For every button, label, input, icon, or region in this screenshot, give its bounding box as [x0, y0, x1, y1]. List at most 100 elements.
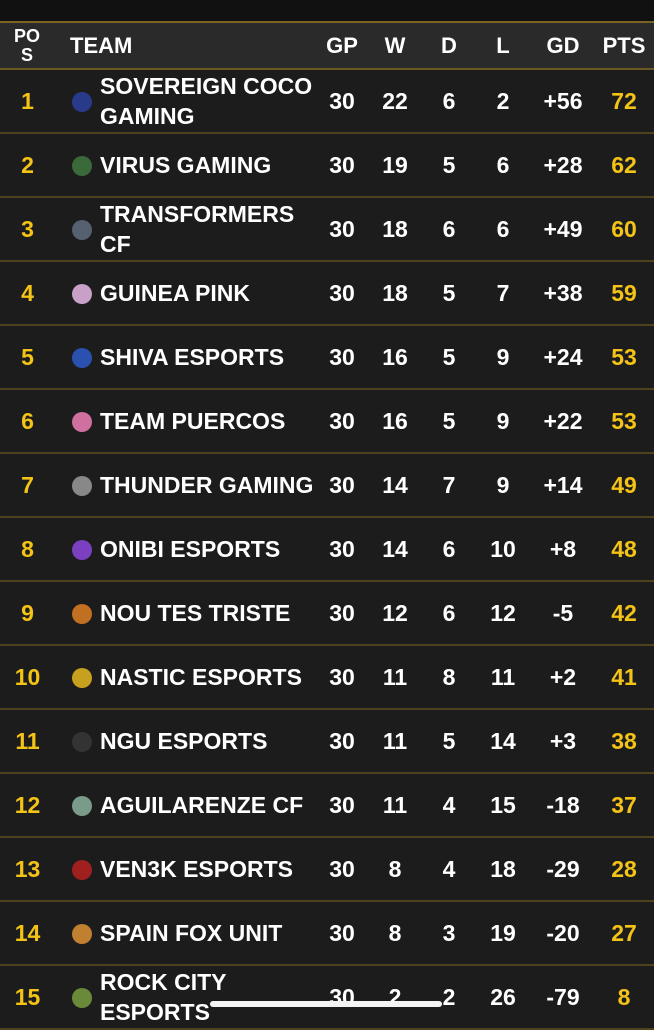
- gd-cell: +14: [543, 471, 583, 498]
- gd-cell: +8: [549, 535, 577, 562]
- d-cell: 2: [442, 983, 456, 1010]
- d-cell: 4: [442, 791, 456, 818]
- pts-cell: 62: [611, 151, 637, 178]
- l-cell: 15: [490, 791, 516, 818]
- gd-cell: +28: [543, 151, 583, 178]
- column-header: TEAM: [70, 32, 133, 58]
- l-cell: 7: [496, 279, 510, 306]
- pos-cell: 9: [21, 599, 34, 626]
- team-cell: GUINEA PINK: [100, 280, 250, 306]
- status-bar: [0, 0, 654, 23]
- d-cell: 7: [442, 471, 456, 498]
- w-cell: 8: [388, 855, 402, 882]
- pos-cell: 5: [21, 343, 34, 370]
- pts-cell: 28: [611, 855, 637, 882]
- l-cell: 6: [496, 151, 510, 178]
- w-cell: 22: [382, 87, 408, 114]
- l-cell: 10: [490, 535, 516, 562]
- team-row: 8 ONIBI ESPORTS 30 14 6 10 +8 48: [0, 518, 654, 582]
- team-cell: ONIBI ESPORTS: [100, 536, 281, 562]
- pts-cell: 42: [611, 599, 637, 626]
- l-cell: 9: [496, 343, 510, 370]
- team-row: 3 TRANSFORMERS CF 30 18 6 6 +49 60: [0, 198, 654, 262]
- pos-cell: 14: [14, 919, 41, 946]
- pos-cell: 4: [21, 279, 34, 306]
- gp-cell: 30: [329, 407, 355, 434]
- d-cell: 4: [442, 855, 456, 882]
- d-cell: 6: [442, 87, 456, 114]
- team-cell: TRANSFORMERS CF: [100, 201, 295, 257]
- team-row: 1 SOVEREIGN COCO GAMING 30 22 6 2 +56 72: [0, 70, 654, 134]
- gd-cell: -29: [546, 855, 580, 882]
- d-cell: 8: [442, 663, 456, 690]
- pos-cell: 11: [15, 727, 40, 754]
- d-cell: 5: [442, 407, 456, 434]
- gp-cell: 30: [329, 727, 355, 754]
- team-row: 5 SHIVA ESPORTS 30 16 5 9 +24 53: [0, 326, 654, 390]
- gp-cell: 30: [329, 919, 355, 946]
- gd-cell: +49: [543, 215, 583, 242]
- team-row: 10 NASTIC ESPORTS 30 11 8 11 +2 41: [0, 646, 654, 710]
- team-row: 4 GUINEA PINK 30 18 5 7 +38 59: [0, 262, 654, 326]
- gp-cell: 30: [329, 279, 355, 306]
- team-row: 15 ROCK CITY ESPORTS 30 2 2 26 -79 8: [0, 966, 654, 1030]
- d-cell: 6: [442, 599, 456, 626]
- column-header: L: [496, 32, 510, 58]
- l-cell: 14: [490, 727, 516, 754]
- team-row: 12 AGUILARENZE CF 30 11 4 15 -18 37: [0, 774, 654, 838]
- pos-cell: 1: [21, 87, 34, 114]
- team-logo: [72, 348, 92, 368]
- team-cell: VIRUS GAMING: [100, 152, 272, 178]
- team-row: 6 TEAM PUERCOS 30 16 5 9 +22 53: [0, 390, 654, 454]
- team-cell: VEN3K ESPORTS: [100, 856, 293, 882]
- w-cell: 19: [382, 151, 408, 178]
- l-cell: 19: [490, 919, 516, 946]
- team-cell: AGUILARENZE CF: [100, 792, 304, 818]
- pos-cell: 10: [14, 663, 41, 690]
- team-logo: [72, 604, 92, 624]
- gd-cell: +56: [543, 87, 583, 114]
- w-cell: 11: [382, 663, 408, 690]
- team-logo: [72, 860, 92, 880]
- pos-cell: 2: [21, 151, 34, 178]
- team-cell: SPAIN FOX UNIT: [100, 920, 283, 946]
- team-logo: [72, 988, 92, 1008]
- gp-cell: 30: [329, 215, 355, 242]
- l-cell: 9: [496, 407, 510, 434]
- team-logo: [72, 412, 92, 432]
- gp-cell: 30: [329, 151, 355, 178]
- team-cell: NGU ESPORTS: [100, 728, 268, 754]
- column-header: GD: [546, 32, 580, 58]
- w-cell: 18: [382, 279, 408, 306]
- team-row: 13 VEN3K ESPORTS 30 8 4 18 -29 28: [0, 838, 654, 902]
- pos-cell: 7: [21, 471, 34, 498]
- team-logo: [72, 476, 92, 496]
- gp-cell: 30: [329, 87, 355, 114]
- team-logo: [72, 924, 92, 944]
- pos-cell: 13: [14, 855, 41, 882]
- team-cell: TEAM PUERCOS: [100, 408, 286, 434]
- l-cell: 26: [490, 983, 516, 1010]
- standings-table: POS TEAM GP W D L GD PTS 1 SOVEREIGN COCO GAMING 3…: [0, 23, 654, 1030]
- l-cell: 18: [490, 855, 516, 882]
- gp-cell: 30: [329, 663, 355, 690]
- d-cell: 5: [442, 151, 456, 178]
- team-row: 2 VIRUS GAMING 30 19 5 6 +28 62: [0, 134, 654, 198]
- l-cell: 2: [496, 87, 510, 114]
- team-logo: [72, 668, 92, 688]
- column-header: PTS: [602, 32, 646, 58]
- team-cell: SOVEREIGN COCO GAMING: [100, 73, 313, 129]
- w-cell: 14: [382, 471, 408, 498]
- l-cell: 12: [490, 599, 516, 626]
- w-cell: 8: [388, 919, 402, 946]
- w-cell: 14: [382, 535, 408, 562]
- d-cell: 3: [442, 919, 456, 946]
- home-indicator: [210, 1001, 442, 1007]
- gp-cell: 30: [329, 599, 355, 626]
- d-cell: 5: [442, 727, 456, 754]
- pts-cell: 48: [611, 535, 637, 562]
- d-cell: 5: [442, 343, 456, 370]
- gp-cell: 30: [329, 791, 355, 818]
- column-header: GP: [326, 32, 358, 58]
- column-header: D: [441, 32, 457, 58]
